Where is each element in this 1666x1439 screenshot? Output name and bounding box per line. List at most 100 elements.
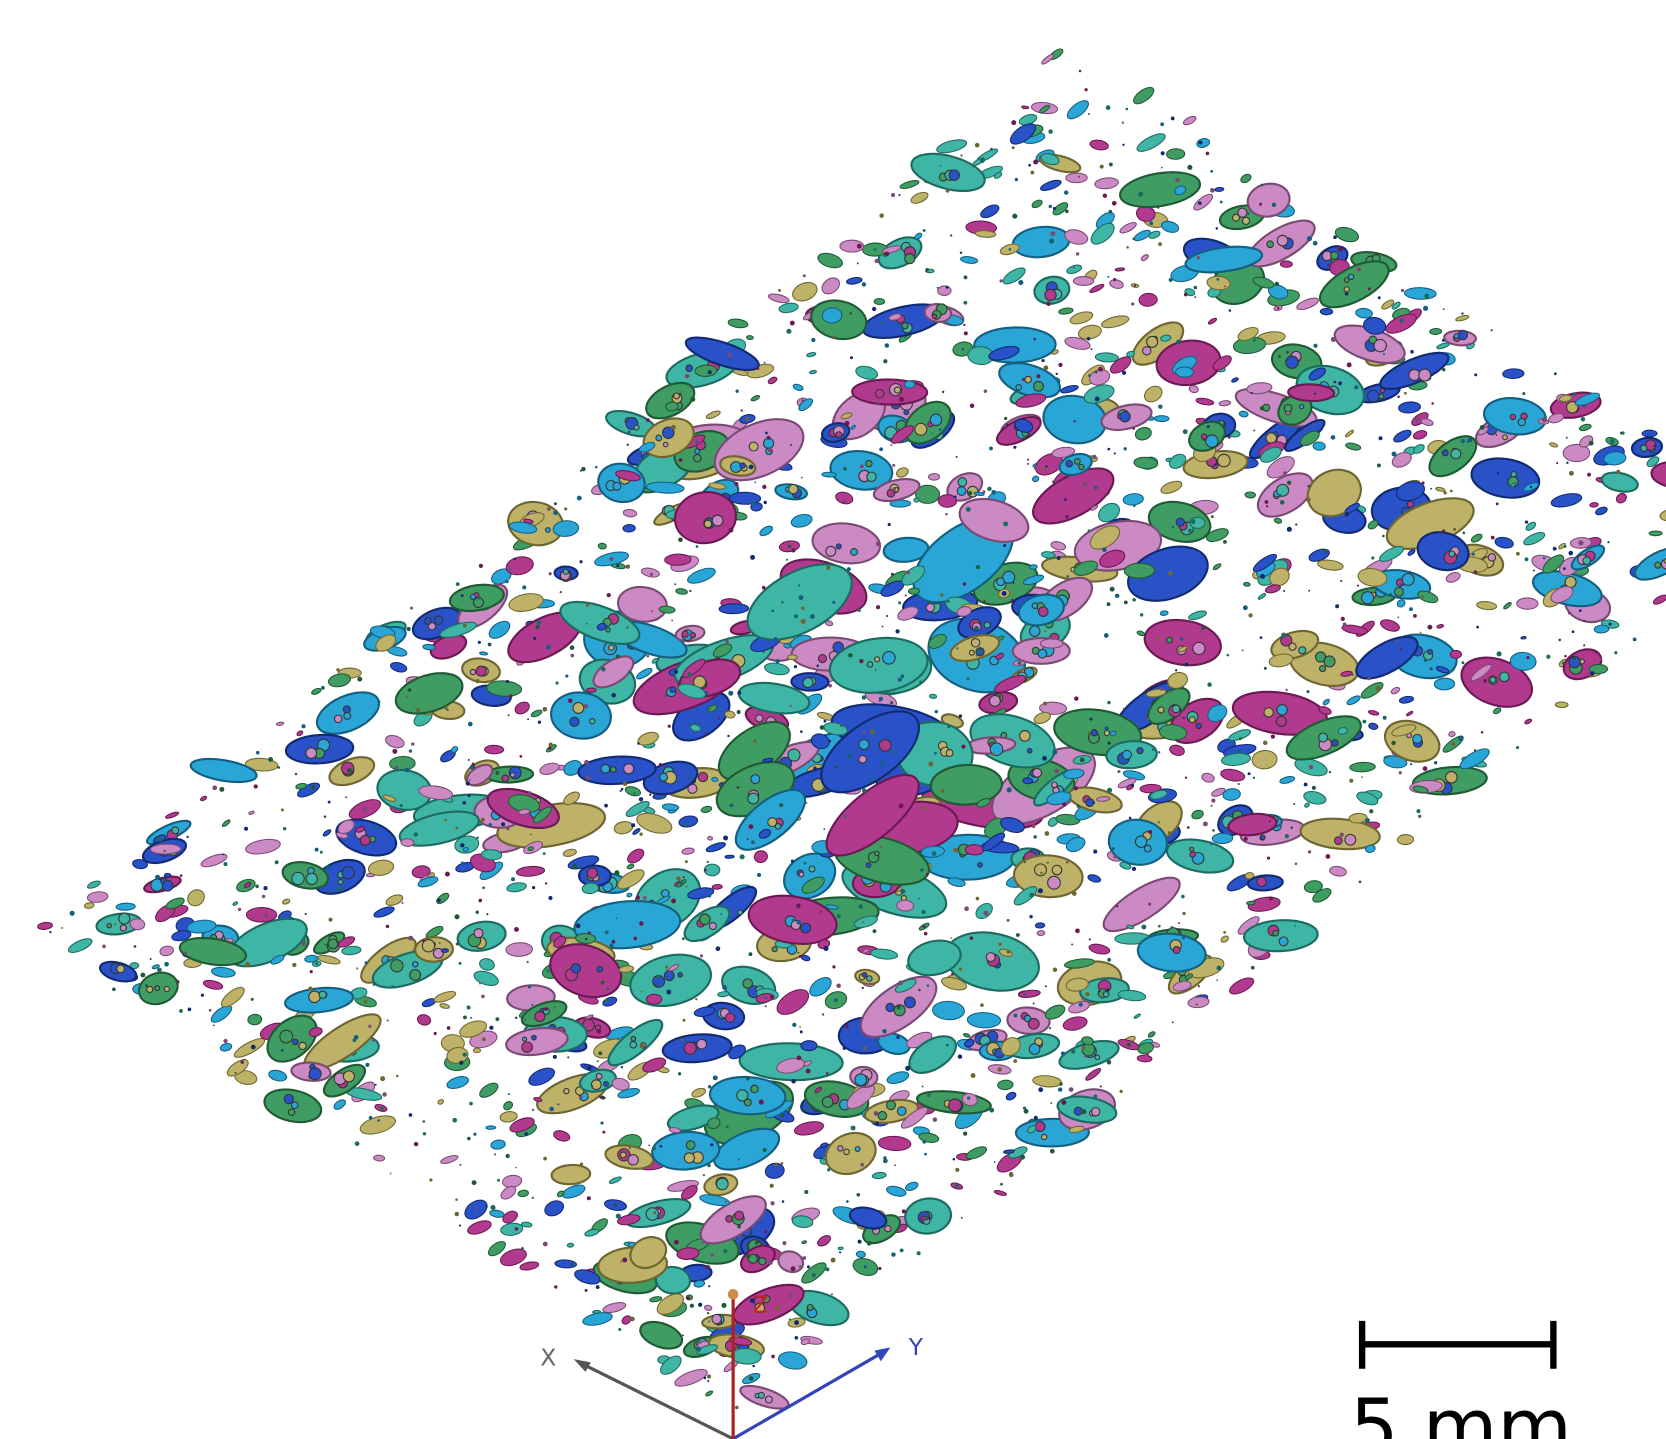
- particle: [311, 687, 322, 695]
- particle: [1201, 772, 1215, 783]
- particle: [466, 1218, 493, 1237]
- particle: [1168, 831, 1171, 834]
- particle: [743, 979, 753, 989]
- particle: [1394, 370, 1396, 372]
- particle: [310, 970, 313, 973]
- particle: [788, 749, 800, 761]
- particle: [1207, 682, 1211, 686]
- particle: [1583, 644, 1585, 646]
- particle: [918, 898, 920, 900]
- particle: [872, 1172, 886, 1179]
- particle: [1260, 406, 1264, 410]
- particle: [1404, 287, 1436, 300]
- particle: [961, 745, 965, 749]
- particle: [834, 490, 854, 505]
- particle: [899, 803, 904, 808]
- particle: [1396, 640, 1398, 642]
- particle: [1273, 930, 1279, 936]
- particle: [1137, 748, 1143, 754]
- particle: [532, 1197, 534, 1199]
- particle: [1184, 293, 1188, 297]
- particle: [1652, 593, 1666, 606]
- particle: [1132, 598, 1136, 602]
- particle: [839, 435, 841, 437]
- particle: [1074, 696, 1078, 700]
- particle: [1081, 1109, 1086, 1114]
- particle: [1488, 554, 1495, 561]
- particle: [360, 835, 370, 845]
- particle: [623, 782, 627, 786]
- particle: [788, 1293, 792, 1297]
- particle: [329, 892, 331, 894]
- particle: [1123, 708, 1125, 710]
- particle: [1503, 368, 1525, 378]
- particle: [1616, 470, 1620, 474]
- particle: [726, 1013, 735, 1022]
- particle: [147, 986, 153, 992]
- particle: [245, 962, 250, 967]
- particle: [1009, 248, 1012, 251]
- particle: [468, 794, 471, 797]
- particle: [1050, 1149, 1055, 1154]
- particle: [886, 1185, 907, 1198]
- particle: [553, 511, 557, 515]
- particle: [1103, 193, 1107, 197]
- particle: [413, 962, 418, 967]
- particle: [1064, 97, 1091, 122]
- particle: [682, 847, 695, 855]
- particle: [155, 875, 160, 880]
- particle: [1449, 551, 1455, 557]
- particle: [1320, 666, 1326, 672]
- particle: [730, 803, 734, 807]
- particle: [862, 972, 867, 977]
- particle: [1062, 802, 1066, 806]
- particle: [1286, 351, 1289, 354]
- particle: [698, 1340, 701, 1343]
- particle: [1458, 736, 1463, 741]
- particle: [1087, 337, 1091, 341]
- particle: [571, 1263, 574, 1266]
- particle: [689, 590, 691, 592]
- particle: [1481, 731, 1484, 734]
- particle: [992, 753, 995, 756]
- particle: [296, 780, 322, 799]
- particle: [980, 1003, 984, 1007]
- particle: [1323, 719, 1326, 722]
- particle: [765, 997, 768, 1000]
- particle: [1064, 190, 1068, 194]
- particle: [606, 628, 610, 632]
- particle: [726, 1216, 733, 1223]
- particle: [1223, 540, 1227, 544]
- particle: [414, 832, 418, 836]
- particle: [867, 472, 876, 481]
- particle: [976, 654, 978, 656]
- particle: [1352, 674, 1354, 676]
- particle: [789, 484, 798, 493]
- particle: [1215, 187, 1224, 192]
- particle: [1533, 570, 1535, 572]
- particle: [1088, 113, 1090, 115]
- particle: [833, 335, 836, 338]
- particle: [462, 801, 466, 805]
- particle: [476, 666, 486, 676]
- particle: [595, 466, 598, 469]
- particle: [811, 338, 815, 342]
- particle: [1032, 824, 1036, 828]
- particle: [1137, 1055, 1152, 1062]
- particle: [1555, 702, 1568, 708]
- particle: [898, 601, 901, 604]
- particle: [433, 989, 457, 1004]
- particle: [382, 1092, 386, 1096]
- particle: [616, 654, 620, 658]
- particle: [1317, 559, 1344, 572]
- particle: [807, 1265, 810, 1268]
- particle: [1377, 464, 1381, 468]
- particle: [1003, 521, 1008, 526]
- particle: [1472, 553, 1475, 556]
- particle: [719, 603, 749, 614]
- particle: [439, 942, 441, 944]
- particle: [1546, 655, 1550, 659]
- particle: [466, 781, 470, 785]
- particle: [957, 487, 966, 496]
- particle: [1006, 424, 1008, 426]
